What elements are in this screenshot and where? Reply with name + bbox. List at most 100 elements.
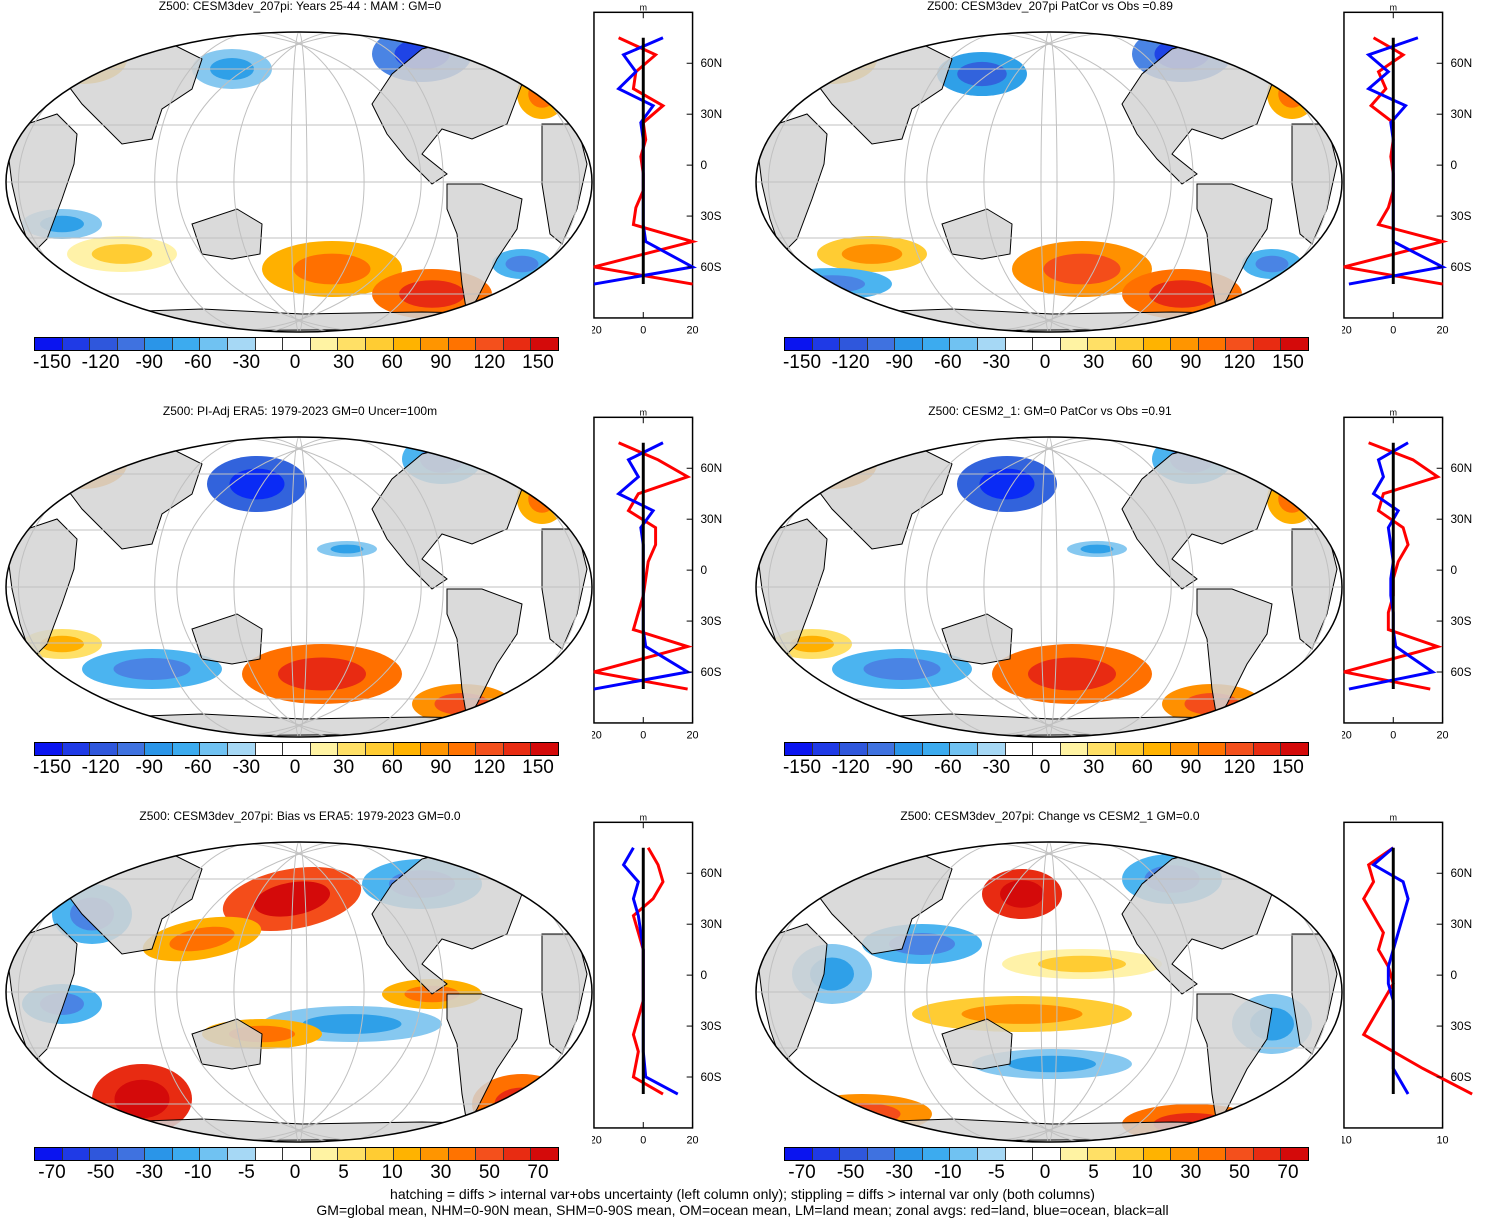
zonal-line-ocean xyxy=(1348,36,1448,286)
panel-4: Z500: CESM2_1: GM=0 PatCor vs Obs =0.91 m… xyxy=(750,404,1485,805)
zonal-x-tick: 0 xyxy=(1390,730,1396,742)
continent xyxy=(1196,183,1273,316)
colorbar-label: -60 xyxy=(184,352,212,373)
zonal-x-tick: -20 xyxy=(592,730,602,742)
colorbar-label: -50 xyxy=(836,1162,865,1183)
colorbar-swatch xyxy=(283,338,311,350)
lat-label: 60N xyxy=(700,866,722,880)
panel-title: Z500: CESM3dev_207pi: Bias vs ERA5: 1979… xyxy=(139,809,461,823)
map-plot xyxy=(5,31,593,333)
colorbar-labels: -150 -120 -90 -60 -30 0 30 60 90 120 150 xyxy=(33,757,557,779)
colorbar-swatch xyxy=(895,338,923,350)
colorbar-label: -150 xyxy=(32,352,72,373)
colorbar-swatch xyxy=(255,743,284,755)
colorbar-labels: -150 -120 -90 -60 -30 0 30 60 90 120 150 xyxy=(32,352,557,374)
colorbar-swatch xyxy=(145,743,173,755)
colorbar-swatch xyxy=(1143,743,1172,755)
colorbar-labels: -70 -50 -30 -10 -5 0 5 10 30 50 70 xyxy=(784,1162,1307,1184)
colorbar-swatch xyxy=(1115,743,1144,755)
lat-label: 60S xyxy=(700,665,721,679)
colorbar-swatch xyxy=(1281,1148,1308,1160)
colorbar-label: 60 xyxy=(381,757,403,778)
zonal-x-tick: 0 xyxy=(640,1135,646,1147)
lat-label: 30N xyxy=(1450,107,1472,121)
panel-title: Z500: CESM3dev_207pi: Years 25-44 : MAM … xyxy=(158,0,442,13)
zonal-x-tick: 10 xyxy=(1437,1135,1449,1147)
lat-label: 60S xyxy=(1450,1070,1471,1084)
zonal-profile: m -20 0 20 60N 30N 0 30S 60S xyxy=(592,407,722,742)
colorbar-swatch xyxy=(867,1148,896,1160)
colorbar-swatch xyxy=(35,338,63,350)
colorbar-swatch xyxy=(785,1148,813,1160)
colorbar-label: -30 xyxy=(982,352,1011,373)
colorbar-swatch xyxy=(421,338,449,350)
colorbar-swatch xyxy=(90,338,118,350)
colorbar-swatch xyxy=(1005,338,1034,350)
colorbar-swatch xyxy=(283,1148,311,1160)
colorbar-label: -90 xyxy=(135,757,163,778)
colorbar-swatch xyxy=(228,338,256,350)
panel-3: Z500: PI-Adj ERA5: 1979-2023 GM=0 Uncer=… xyxy=(0,404,740,805)
map-plot xyxy=(755,841,1343,1143)
colorbar-swatch xyxy=(35,743,63,755)
colorbar-swatch xyxy=(117,1148,146,1160)
colorbar-swatch xyxy=(1226,743,1254,755)
colorbar-swatch xyxy=(393,743,422,755)
colorbar-label: -150 xyxy=(782,757,822,778)
colorbar-swatch xyxy=(1253,1148,1282,1160)
colorbar-swatch xyxy=(531,1148,558,1160)
colorbar-labels: -70 -50 -30 -10 -5 0 5 10 30 50 70 xyxy=(34,1162,557,1184)
colorbar xyxy=(34,742,559,756)
zonal-profile: m -20 0 20 60N 30N 0 30S 60S xyxy=(1342,2,1472,337)
continent xyxy=(1291,528,1338,650)
colorbar-label: -60 xyxy=(934,757,962,778)
colorbar-swatch xyxy=(1198,1148,1227,1160)
colorbar-label: 50 xyxy=(478,1162,500,1183)
continent xyxy=(1196,993,1273,1126)
colorbar-swatch xyxy=(840,1148,868,1160)
zonal-profile: m -20 0 20 60N 30N 0 30S 60S xyxy=(1342,407,1472,742)
colorbar-swatch xyxy=(62,1148,91,1160)
continent xyxy=(446,183,523,316)
zonal-unit: m xyxy=(640,812,647,822)
colorbar-swatch xyxy=(310,338,339,350)
colorbar-swatch xyxy=(867,743,896,755)
colorbar-swatch xyxy=(310,1148,339,1160)
colorbar xyxy=(34,337,559,351)
colorbar-label: 30 xyxy=(430,1162,452,1183)
map-plot xyxy=(5,436,593,738)
colorbar-swatch xyxy=(365,338,394,350)
colorbar-swatch xyxy=(228,743,256,755)
zonal-x-tick: 0 xyxy=(640,325,646,337)
panel-6: Z500: CESM3dev_207pi: Change vs CESM2_1 … xyxy=(750,809,1485,1210)
zonal-unit: m xyxy=(640,2,647,12)
colorbar-swatch xyxy=(200,743,229,755)
colorbar-label: 120 xyxy=(473,352,506,373)
colorbar-label: -70 xyxy=(38,1162,66,1183)
colorbar-label: 30 xyxy=(333,352,355,373)
colorbar-swatch xyxy=(1143,338,1172,350)
colorbar-swatch xyxy=(1060,1148,1089,1160)
colorbar-swatch xyxy=(393,1148,422,1160)
colorbar-label: 10 xyxy=(1131,1162,1153,1183)
continent xyxy=(1196,588,1273,721)
map-plot xyxy=(5,841,593,1143)
colorbar-swatch xyxy=(145,1148,173,1160)
colorbar-label: 70 xyxy=(1277,1162,1299,1183)
colorbar-swatch xyxy=(172,338,201,350)
lat-label: 60N xyxy=(1450,461,1472,475)
map-plot xyxy=(755,436,1343,738)
footer-line-1: hatching = diffs > internal var+obs unce… xyxy=(390,1186,1095,1202)
colorbar-swatch xyxy=(448,338,477,350)
colorbar-swatch xyxy=(1005,1148,1034,1160)
anomaly-region xyxy=(1267,474,1317,524)
lat-label: 60N xyxy=(700,461,722,475)
continent xyxy=(541,933,588,1055)
continent xyxy=(1291,123,1338,245)
zonal-x-tick: 20 xyxy=(1437,325,1449,337)
colorbar-label: -90 xyxy=(885,352,913,373)
colorbar-label: 90 xyxy=(1180,757,1202,778)
zonal-x-tick: -20 xyxy=(592,325,602,337)
colorbar-swatch xyxy=(448,743,477,755)
anomaly-region xyxy=(517,474,567,524)
